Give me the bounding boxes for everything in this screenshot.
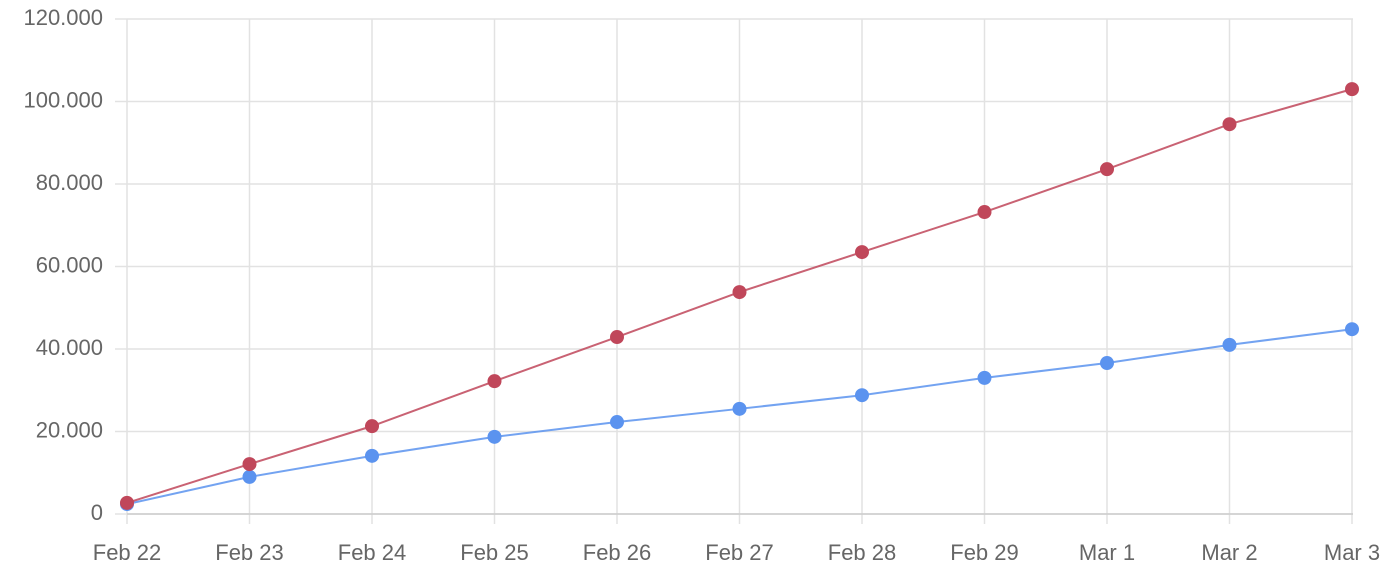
x-tick-label: Feb 23 <box>215 540 284 565</box>
y-tick-label: 40.000 <box>36 335 103 360</box>
y-tick-label: 0 <box>91 500 103 525</box>
y-tick-label: 120.000 <box>23 5 103 30</box>
data-point <box>242 469 257 484</box>
x-tick-label: Feb 24 <box>338 540 407 565</box>
x-tick-label: Mar 2 <box>1201 540 1257 565</box>
x-tick-label: Mar 3 <box>1324 540 1380 565</box>
x-tick-label: Mar 1 <box>1079 540 1135 565</box>
data-point <box>855 245 869 260</box>
data-point <box>365 448 379 463</box>
data-point <box>365 419 379 434</box>
data-point <box>977 205 992 220</box>
data-point <box>732 285 747 300</box>
x-tick-label: Feb 25 <box>460 540 529 565</box>
data-point <box>120 495 134 510</box>
data-point <box>487 429 502 444</box>
data-point <box>1222 117 1237 132</box>
x-tick-label: Feb 28 <box>828 540 897 565</box>
data-point <box>855 388 869 403</box>
x-tick-label: Feb 29 <box>950 540 1019 565</box>
data-point <box>610 415 624 430</box>
data-point <box>610 330 624 345</box>
data-point <box>1345 322 1359 337</box>
data-point <box>1345 82 1359 97</box>
data-point <box>1222 337 1237 352</box>
y-tick-label: 100.000 <box>23 87 103 112</box>
data-point <box>1100 162 1114 177</box>
data-point <box>242 457 257 472</box>
x-tick-label: Feb 22 <box>93 540 162 565</box>
data-point <box>977 370 992 385</box>
data-point <box>732 401 747 416</box>
data-point <box>1100 356 1114 371</box>
data-point <box>487 374 502 389</box>
x-tick-label: Feb 27 <box>705 540 774 565</box>
x-tick-label: Feb 26 <box>583 540 652 565</box>
y-tick-label: 80.000 <box>36 170 103 195</box>
y-tick-label: 20.000 <box>36 417 103 442</box>
y-tick-label: 60.000 <box>36 252 103 277</box>
